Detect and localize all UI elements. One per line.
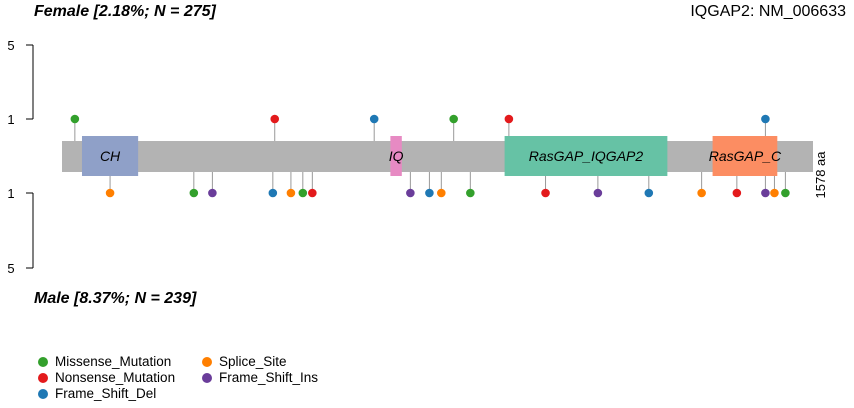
legend-swatch xyxy=(38,388,48,399)
legend-label: Missense_Mutation xyxy=(55,354,172,369)
protein-length-label: 1578 aa xyxy=(813,151,828,199)
legend-item-nonsense-mutation: Nonsense_Mutation xyxy=(38,370,175,385)
legend-label: Nonsense_Mutation xyxy=(55,370,176,385)
y-axis-tick-label: 1 xyxy=(7,186,14,201)
count-axes: 5 1 1 5 xyxy=(7,38,34,276)
domain-rasgap-c xyxy=(712,136,778,176)
protein-backbone-layer: CH IQ RasGAP_IQGAP2 RasGAP_C xyxy=(62,136,813,176)
y-axis-tick-label: 1 xyxy=(7,112,14,127)
legend-swatch xyxy=(202,356,212,367)
domain-ch xyxy=(81,136,139,176)
female-mutation-point xyxy=(369,114,379,124)
domain-label: RasGAP_C xyxy=(709,148,782,164)
male-mutation-point xyxy=(189,188,199,198)
male-mutation-point xyxy=(208,188,217,198)
female-mutation-point xyxy=(504,114,514,124)
male-mutation-point xyxy=(105,188,115,198)
male-mutation-point xyxy=(406,188,415,198)
female-mutation-point xyxy=(70,114,80,124)
male-mutation-point xyxy=(286,188,296,198)
male-mutation-point xyxy=(268,188,278,198)
male-mutation-point xyxy=(781,188,790,198)
legend-label: Frame_Shift_Del xyxy=(55,386,157,401)
male-mutation-point xyxy=(298,188,308,198)
domain-iq xyxy=(390,136,402,176)
male-mutation-point xyxy=(770,188,779,198)
female-mutation-point xyxy=(270,114,280,124)
domain-label: RasGAP_IQGAP2 xyxy=(529,148,644,164)
y-axis-tick-label: 5 xyxy=(7,261,14,276)
legend-swatch xyxy=(38,372,48,383)
male-mutation-point xyxy=(308,188,317,198)
male-mutation-point xyxy=(541,188,550,198)
domain-rasgap-iqgap2 xyxy=(504,136,668,176)
male-mutation-point xyxy=(761,188,770,198)
male-mutation-point xyxy=(437,188,446,198)
domain-label: CH xyxy=(100,148,121,164)
male-mutation-point xyxy=(466,188,475,198)
legend-swatch xyxy=(38,356,48,367)
male-mutation-point xyxy=(732,188,742,198)
male-mutation-point xyxy=(644,188,654,198)
legend-item-missense-mutation: Missense_Mutation xyxy=(38,354,171,369)
female-mutation-point xyxy=(761,114,770,124)
legend-swatch xyxy=(202,372,212,383)
female-cohort-title: Female [2.18%; N = 275] xyxy=(34,3,216,20)
protein-backbone xyxy=(62,141,813,172)
y-axis-tick-label: 5 xyxy=(7,38,14,53)
gene-transcript-title: IQGAP2: NM_006633 xyxy=(690,3,846,20)
male-mutation-point xyxy=(425,188,434,198)
legend-item-splice-site: Splice_Site xyxy=(202,354,287,369)
legend-label: Splice_Site xyxy=(219,354,287,369)
domain-label: IQ xyxy=(389,148,404,164)
female-mutation-point xyxy=(449,114,458,124)
legend-item-frame-shift-ins: Frame_Shift_Ins xyxy=(202,370,318,385)
male-mutation-point xyxy=(697,188,706,198)
male-mutation-point xyxy=(593,188,603,198)
mutation-dots xyxy=(70,114,790,198)
legend-label: Frame_Shift_Ins xyxy=(219,370,319,385)
legend-item-frame-shift-del: Frame_Shift_Del xyxy=(38,386,156,401)
male-cohort-title: Male [8.37%; N = 239] xyxy=(34,290,197,307)
